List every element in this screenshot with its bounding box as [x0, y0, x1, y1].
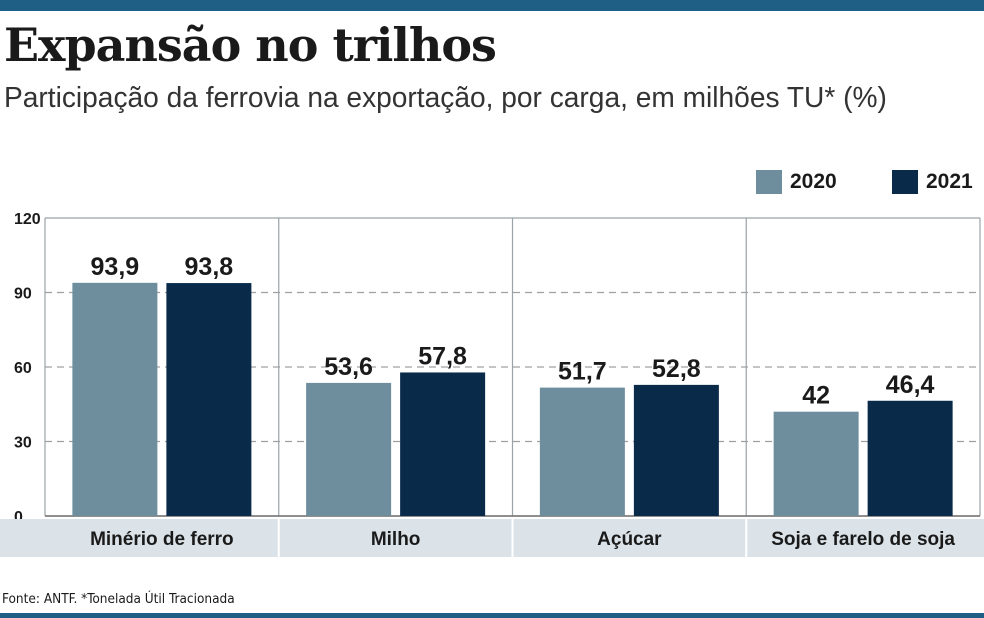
legend-label-2020: 2020 [790, 170, 837, 193]
y-tick-label: 30 [14, 435, 32, 452]
y-tick-label: 60 [14, 360, 32, 377]
bar-value-label: 51,7 [558, 358, 607, 386]
top-rule [0, 0, 984, 11]
category-label: Açúcar [597, 529, 662, 550]
legend-item-2021: 2021 [892, 170, 973, 194]
bar-2021 [867, 400, 953, 516]
bar-value-label: 93,8 [185, 253, 234, 281]
y-tick-label: 120 [14, 211, 41, 228]
bar-2020 [539, 387, 625, 516]
bar-value-label: 93,9 [91, 253, 140, 281]
bar-2021 [400, 372, 486, 516]
bar-value-label: 46,4 [886, 371, 935, 399]
legend-item-2020: 2020 [756, 170, 837, 194]
y-tick-label: 90 [14, 286, 32, 303]
bar-value-label: 52,8 [652, 355, 701, 383]
bar-value-label: 57,8 [418, 342, 467, 370]
y-tick-label: 0 [14, 509, 23, 526]
bar-chart: 0 30 60 90 120 93,9 93,8 Minério de ferro 53,6 57… [0, 211, 984, 557]
bar-2021 [166, 283, 252, 516]
bar-2020 [773, 411, 859, 516]
category-band [0, 519, 984, 557]
source-note: Fonte: ANTF. *Tonelada Útil Tracionada [2, 591, 235, 607]
category-label: Minério de ferro [90, 529, 234, 550]
bar-2020 [72, 282, 158, 516]
chart-subtitle: Participação da ferrovia na exportação, … [4, 82, 887, 114]
bottom-rule [0, 613, 984, 618]
bar-value-label: 53,6 [324, 353, 373, 381]
bar-value-label: 42 [802, 382, 830, 410]
chart-title: Expansão no trilhos [4, 18, 497, 72]
legend-swatch-2021 [892, 170, 918, 194]
bar-2020 [306, 382, 392, 516]
category-label: Milho [371, 529, 421, 550]
category-label: Soja e farelo de soja [771, 529, 955, 550]
legend-swatch-2020 [756, 170, 782, 194]
legend-label-2021: 2021 [926, 170, 973, 193]
bar-2021 [633, 384, 719, 516]
